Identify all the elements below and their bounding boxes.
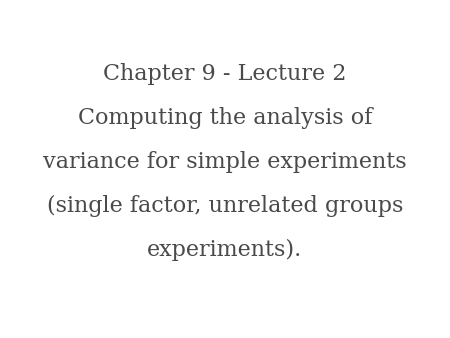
Text: Computing the analysis of: Computing the analysis of xyxy=(78,107,372,129)
Text: Chapter 9 - Lecture 2: Chapter 9 - Lecture 2 xyxy=(104,63,346,86)
Text: variance for simple experiments: variance for simple experiments xyxy=(43,151,407,173)
Text: experiments).: experiments). xyxy=(148,239,302,261)
Text: (single factor, unrelated groups: (single factor, unrelated groups xyxy=(47,195,403,217)
